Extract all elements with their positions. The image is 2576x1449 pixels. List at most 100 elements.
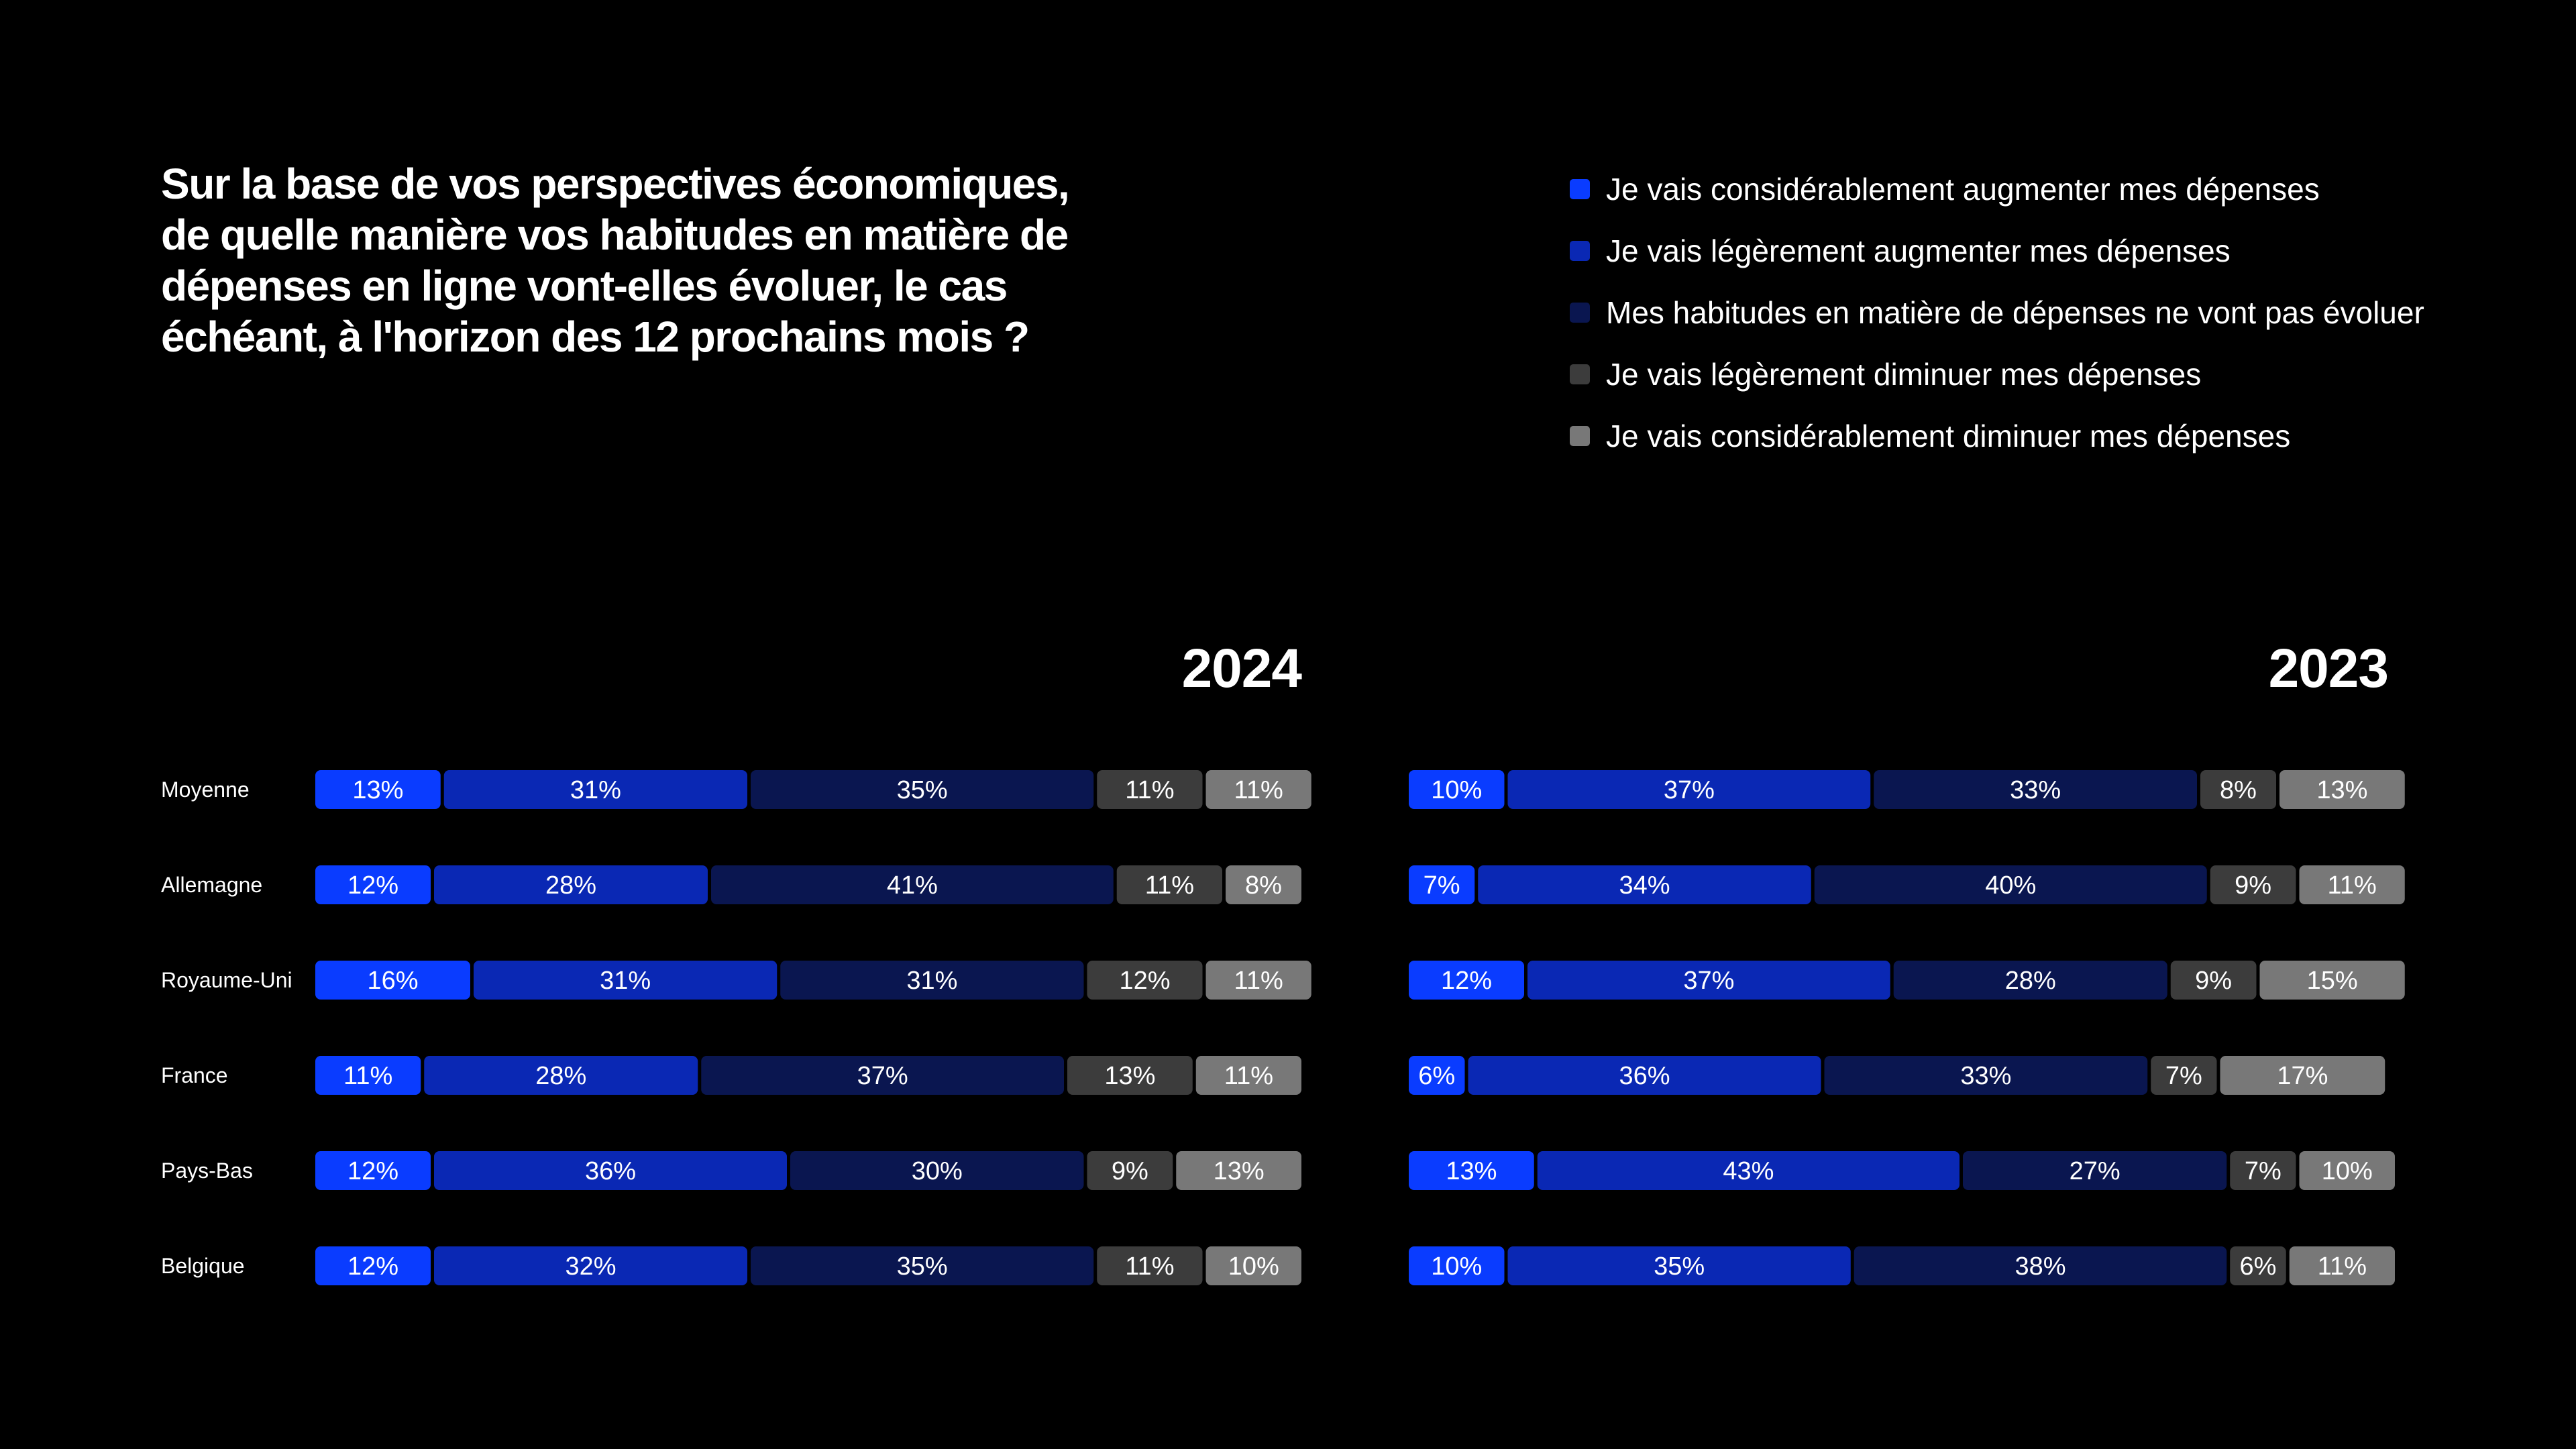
bar-segment bbox=[1507, 1246, 1851, 1285]
legend-item: Mes habitudes en matière de dépenses ne … bbox=[1570, 282, 2549, 343]
bar-segment bbox=[1097, 770, 1203, 809]
row-label: Pays-Bas bbox=[161, 1159, 253, 1183]
bar-segment bbox=[751, 1246, 1094, 1285]
bar-segment bbox=[1874, 770, 2197, 809]
panel-title-2023: 2023 bbox=[2268, 638, 2389, 699]
bar-segment bbox=[474, 961, 777, 1000]
chart-question: Sur la base de vos perspectives économiq… bbox=[161, 160, 1070, 361]
row-label: France bbox=[161, 1063, 228, 1087]
bar-value-label: 11% bbox=[1145, 871, 1194, 900]
bar-value-label: 36% bbox=[585, 1157, 636, 1185]
bar-segment bbox=[2210, 865, 2296, 904]
legend-item: Je vais considérablement augmenter mes d… bbox=[1570, 158, 2549, 220]
bar-segment bbox=[1195, 1056, 1301, 1095]
bar-value-label: 8% bbox=[1245, 871, 1282, 900]
bar-segment bbox=[1814, 865, 2207, 904]
bar-segment bbox=[1527, 961, 1890, 1000]
bar-segment bbox=[2289, 1246, 2395, 1285]
bar-value-label: 12% bbox=[347, 1252, 398, 1281]
bar-segment bbox=[443, 770, 747, 809]
bar-value-label: 10% bbox=[1228, 1252, 1279, 1281]
bar-value-label: 43% bbox=[1723, 1157, 1774, 1185]
bar-value-label: 7% bbox=[1424, 871, 1460, 900]
row-label: Royaume-Uni bbox=[161, 968, 292, 992]
bar-segment bbox=[780, 961, 1084, 1000]
bar-segment bbox=[1087, 1151, 1173, 1190]
bar-value-label: 35% bbox=[897, 1252, 948, 1281]
bar-value-label: 6% bbox=[2240, 1252, 2277, 1281]
bar-value-label: 27% bbox=[2070, 1157, 2121, 1185]
bar-segment bbox=[1205, 961, 1311, 1000]
bar-value-label: 13% bbox=[1446, 1157, 1497, 1185]
bar-segment bbox=[2151, 1056, 2217, 1095]
bar-segment bbox=[2299, 1151, 2395, 1190]
bar-value-label: 11% bbox=[1224, 1062, 1273, 1090]
bar-segment bbox=[1409, 865, 1475, 904]
bar-segment bbox=[2220, 1056, 2385, 1095]
legend-swatch bbox=[1570, 241, 1590, 261]
bar-value-label: 12% bbox=[347, 871, 398, 900]
bar-segment bbox=[790, 1151, 1084, 1190]
bar-value-label: 11% bbox=[2328, 871, 2377, 900]
bar-value-label: 6% bbox=[1418, 1062, 1455, 1090]
bar-segment bbox=[1854, 1246, 2227, 1285]
bar-value-label: 10% bbox=[1431, 776, 1482, 804]
bar-segment bbox=[1537, 1151, 1960, 1190]
bar-segment bbox=[1176, 1151, 1301, 1190]
bar-segment bbox=[315, 961, 470, 1000]
legend-item: Je vais légèrement augmenter mes dépense… bbox=[1570, 220, 2549, 282]
bar-segment bbox=[1205, 1246, 1301, 1285]
bar-value-label: 31% bbox=[906, 967, 957, 995]
bar-segment bbox=[1824, 1056, 2148, 1095]
bar-segment bbox=[1893, 961, 2167, 1000]
bar-segment bbox=[434, 1151, 787, 1190]
bar-value-label: 11% bbox=[1125, 1252, 1174, 1281]
bar-value-label: 41% bbox=[887, 871, 938, 900]
bar-segment bbox=[751, 770, 1094, 809]
bar-value-label: 11% bbox=[2318, 1252, 2367, 1281]
bar-segment bbox=[1409, 1246, 1505, 1285]
bar-segment bbox=[1205, 770, 1311, 809]
legend-label: Je vais considérablement augmenter mes d… bbox=[1606, 172, 2320, 207]
bar-value-label: 28% bbox=[535, 1062, 586, 1090]
bar-value-label: 11% bbox=[1125, 776, 1174, 804]
bar-segment bbox=[424, 1056, 698, 1095]
bar-segment bbox=[315, 770, 441, 809]
bar-segment bbox=[315, 1246, 431, 1285]
bar-value-label: 37% bbox=[1664, 776, 1715, 804]
bar-value-label: 13% bbox=[1104, 1062, 1155, 1090]
bar-value-label: 32% bbox=[565, 1252, 616, 1281]
bar-value-label: 12% bbox=[1119, 967, 1170, 995]
legend-swatch bbox=[1570, 179, 1590, 199]
legend-swatch bbox=[1570, 364, 1590, 384]
bar-value-label: 31% bbox=[600, 967, 651, 995]
bar-value-label: 30% bbox=[912, 1157, 963, 1185]
bar-value-label: 28% bbox=[2005, 967, 2056, 995]
row-label: Belgique bbox=[161, 1254, 245, 1278]
legend-label: Je vais légèrement augmenter mes dépense… bbox=[1606, 233, 2231, 268]
bar-segment bbox=[2279, 770, 2405, 809]
bar-value-label: 31% bbox=[570, 776, 621, 804]
row-label: Moyenne bbox=[161, 777, 250, 802]
bar-value-label: 7% bbox=[2245, 1157, 2282, 1185]
bar-value-label: 13% bbox=[1214, 1157, 1265, 1185]
bar-segment bbox=[1116, 865, 1222, 904]
bar-value-label: 35% bbox=[897, 776, 948, 804]
bar-segment bbox=[2299, 865, 2405, 904]
bar-value-label: 13% bbox=[2316, 776, 2367, 804]
bar-segment bbox=[2230, 1151, 2296, 1190]
bar-value-label: 17% bbox=[2277, 1062, 2328, 1090]
legend-label: Je vais considérablement diminuer mes dé… bbox=[1606, 419, 2291, 453]
bar-value-label: 8% bbox=[2220, 776, 2257, 804]
bar-value-label: 36% bbox=[1619, 1062, 1670, 1090]
bar-segment bbox=[1468, 1056, 1821, 1095]
legend-item: Je vais légèrement diminuer mes dépenses bbox=[1570, 343, 2549, 405]
bar-value-label: 40% bbox=[1985, 871, 2036, 900]
bar-value-label: 34% bbox=[1619, 871, 1670, 900]
bar-segment bbox=[1087, 961, 1203, 1000]
legend-label: Mes habitudes en matière de dépenses ne … bbox=[1606, 295, 2424, 330]
bar-value-label: 38% bbox=[2015, 1252, 2065, 1281]
bar-value-label: 35% bbox=[1654, 1252, 1705, 1281]
bar-value-label: 11% bbox=[1234, 776, 1283, 804]
bar-value-label: 16% bbox=[367, 967, 418, 995]
